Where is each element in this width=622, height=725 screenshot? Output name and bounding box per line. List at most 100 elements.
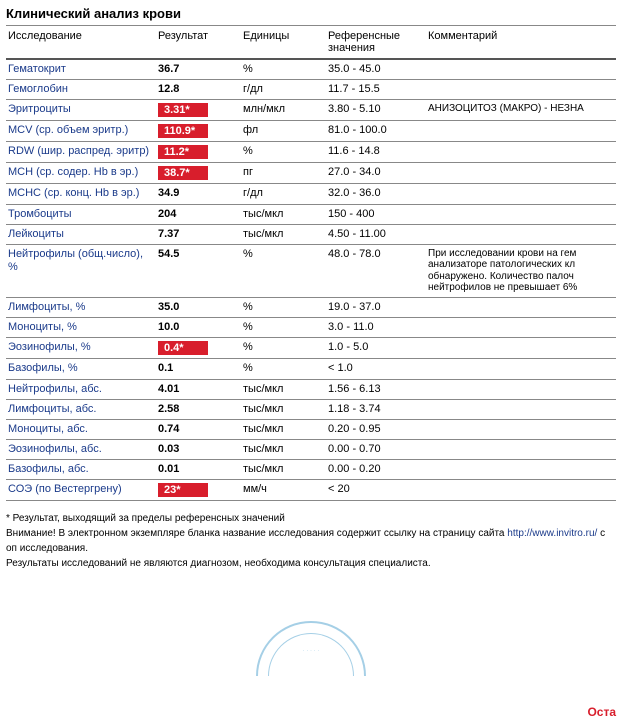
abnormal-flag: 38.7* xyxy=(158,166,208,180)
comment-value xyxy=(426,184,616,204)
reference-value: 27.0 - 34.0 xyxy=(326,163,426,184)
comment-value xyxy=(426,318,616,338)
reference-value: 48.0 - 78.0 xyxy=(326,244,426,297)
table-row: СОЭ (по Вестергрену)23*мм/ч< 20 xyxy=(6,480,616,501)
comment-value xyxy=(426,399,616,419)
result-value: 7.37 xyxy=(156,224,241,244)
report-title: Клинический анализ крови xyxy=(6,6,616,26)
col-name: Исследование xyxy=(6,26,156,59)
comment-value xyxy=(426,338,616,359)
result-value: 0.1 xyxy=(156,359,241,379)
result-value: 2.58 xyxy=(156,399,241,419)
reference-value: 32.0 - 36.0 xyxy=(326,184,426,204)
units-value: тыс/мкл xyxy=(241,440,326,460)
result-value: 34.9 xyxy=(156,184,241,204)
col-comment: Комментарий xyxy=(426,26,616,59)
units-value: г/дл xyxy=(241,184,326,204)
result-value: 204 xyxy=(156,204,241,224)
test-name: MCHC (ср. конц. Hb в эр.) xyxy=(6,184,156,204)
comment-value xyxy=(426,440,616,460)
corner-text: Оста xyxy=(587,705,616,719)
table-row: MCH (ср. содер. Hb в эр.)38.7*пг27.0 - 3… xyxy=(6,163,616,184)
reference-value: 11.6 - 14.8 xyxy=(326,142,426,163)
reference-value: 4.50 - 11.00 xyxy=(326,224,426,244)
units-value: млн/мкл xyxy=(241,100,326,121)
test-name: Эритроциты xyxy=(6,100,156,121)
comment-value xyxy=(426,204,616,224)
reference-value: 1.18 - 3.74 xyxy=(326,399,426,419)
table-row: Нейтрофилы (общ.число), %54.5%48.0 - 78.… xyxy=(6,244,616,297)
units-value: тыс/мкл xyxy=(241,460,326,480)
reference-value: 19.0 - 37.0 xyxy=(326,297,426,317)
test-name: Моноциты, абс. xyxy=(6,419,156,439)
test-name: Лейкоциты xyxy=(6,224,156,244)
invitro-link[interactable]: http://www.invitro.ru/ xyxy=(507,528,597,539)
units-value: % xyxy=(241,59,326,80)
comment-value xyxy=(426,460,616,480)
units-value: г/дл xyxy=(241,80,326,100)
reference-value: 3.80 - 5.10 xyxy=(326,100,426,121)
col-reference: Референсные значения xyxy=(326,26,426,59)
test-name: RDW (шир. распред. эритр) xyxy=(6,142,156,163)
table-row: RDW (шир. распред. эритр)11.2*%11.6 - 14… xyxy=(6,142,616,163)
reference-value: 150 - 400 xyxy=(326,204,426,224)
table-row: Тромбоциты204тыс/мкл150 - 400 xyxy=(6,204,616,224)
table-row: Лимфоциты, абс.2.58тыс/мкл1.18 - 3.74 xyxy=(6,399,616,419)
test-name: Нейтрофилы (общ.число), % xyxy=(6,244,156,297)
test-name: Эозинофилы, абс. xyxy=(6,440,156,460)
comment-value xyxy=(426,297,616,317)
test-name: Гематокрит xyxy=(6,59,156,80)
table-row: Эозинофилы, %0.4*%1.0 - 5.0 xyxy=(6,338,616,359)
comment-value: При исследовании крови на гем анализатор… xyxy=(426,244,616,297)
reference-value: 0.00 - 0.70 xyxy=(326,440,426,460)
footnotes: * Результат, выходящий за пределы рефере… xyxy=(6,511,616,571)
reference-value: 0.00 - 0.20 xyxy=(326,460,426,480)
result-value: 0.4* xyxy=(156,338,241,359)
test-name: Лимфоциты, абс. xyxy=(6,399,156,419)
test-name: Лимфоциты, % xyxy=(6,297,156,317)
results-table: Исследование Результат Единицы Референсн… xyxy=(6,26,616,501)
table-row: Гематокрит36.7%35.0 - 45.0 xyxy=(6,59,616,80)
reference-value: 35.0 - 45.0 xyxy=(326,59,426,80)
test-name: СОЭ (по Вестергрену) xyxy=(6,480,156,501)
result-value: 0.03 xyxy=(156,440,241,460)
units-value: тыс/мкл xyxy=(241,379,326,399)
result-value: 12.8 xyxy=(156,80,241,100)
result-value: 54.5 xyxy=(156,244,241,297)
test-name: MCH (ср. содер. Hb в эр.) xyxy=(6,163,156,184)
table-row: Лейкоциты7.37тыс/мкл4.50 - 11.00 xyxy=(6,224,616,244)
result-value: 4.01 xyxy=(156,379,241,399)
test-name: Базофилы, % xyxy=(6,359,156,379)
abnormal-flag: 110.9* xyxy=(158,124,208,138)
units-value: % xyxy=(241,142,326,163)
table-row: MCHC (ср. конц. Hb в эр.)34.9г/дл32.0 - … xyxy=(6,184,616,204)
table-row: Эритроциты3.31*млн/мкл3.80 - 5.10АНИЗОЦИ… xyxy=(6,100,616,121)
result-value: 23* xyxy=(156,480,241,501)
col-result: Результат xyxy=(156,26,241,59)
comment-value xyxy=(426,163,616,184)
comment-value xyxy=(426,419,616,439)
table-row: Моноциты, %10.0%3.0 - 11.0 xyxy=(6,318,616,338)
units-value: % xyxy=(241,318,326,338)
stamp-icon: · · · · · xyxy=(256,621,366,676)
test-name: Базофилы, абс. xyxy=(6,460,156,480)
table-row: Базофилы, %0.1%< 1.0 xyxy=(6,359,616,379)
reference-value: < 20 xyxy=(326,480,426,501)
result-value: 36.7 xyxy=(156,59,241,80)
result-value: 38.7* xyxy=(156,163,241,184)
test-name: Тромбоциты xyxy=(6,204,156,224)
table-row: Эозинофилы, абс.0.03тыс/мкл0.00 - 0.70 xyxy=(6,440,616,460)
reference-value: 11.7 - 15.5 xyxy=(326,80,426,100)
comment-value xyxy=(426,359,616,379)
reference-value: 0.20 - 0.95 xyxy=(326,419,426,439)
stamp-inner-text: · · · · · xyxy=(268,633,354,676)
abnormal-flag: 23* xyxy=(158,483,208,497)
units-value: тыс/мкл xyxy=(241,224,326,244)
col-units: Единицы xyxy=(241,26,326,59)
comment-value xyxy=(426,224,616,244)
reference-value: 81.0 - 100.0 xyxy=(326,121,426,142)
result-value: 110.9* xyxy=(156,121,241,142)
units-value: % xyxy=(241,338,326,359)
footnote-warning: Внимание! В электронном экземпляре бланк… xyxy=(6,526,616,556)
units-value: % xyxy=(241,297,326,317)
